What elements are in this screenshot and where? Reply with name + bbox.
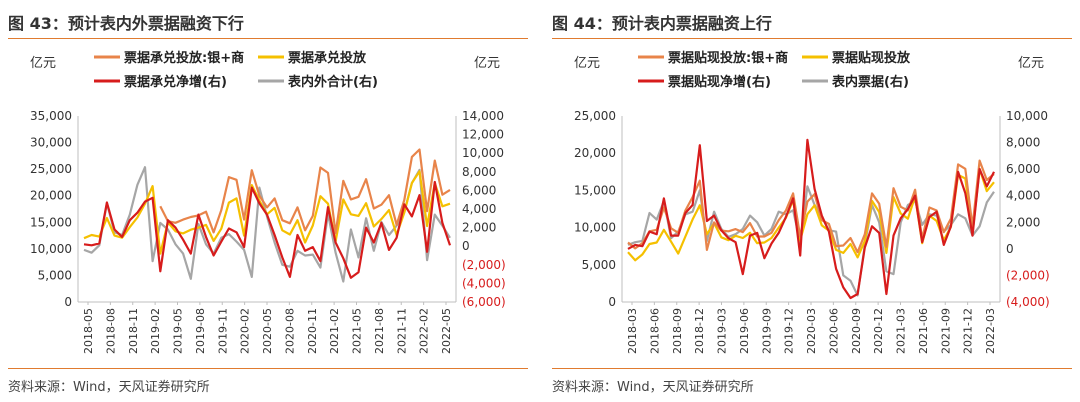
y-tick-left: 15,000 [30,215,72,229]
x-tick-label: 2021-09 [939,308,952,354]
legend-label: 票据承兑投放:银+商 [124,50,244,66]
chart-panel-43: 图 43：预计表内外票据融资下行 亿元 亿元 票据承兑投放:银+商 票据承兑投放票据承… [8,0,528,402]
y-axis-left-unit: 亿元 [30,56,56,71]
series-line [159,148,451,235]
legend-label: 表内外合计(右) [287,74,378,90]
series-line [627,167,995,262]
y-tick-right: 14,000 [462,109,504,123]
x-tick-label: 2018-09 [671,308,684,354]
x-tick-label: 2019-03 [716,308,729,354]
y-tick-right: 0 [462,239,470,253]
y-tick-left: 0 [64,295,72,309]
x-tick-label: 2018-05 [82,308,95,354]
x-tick-label: 2018-11 [127,308,140,354]
y-tick-right: (4,000) [462,276,506,290]
x-tick-label: 2018-03 [626,308,639,354]
chart-title: 图 43：预计表内外票据融资下行 [8,14,244,33]
y-tick-left: 0 [608,295,616,309]
series-line [83,166,451,283]
legend-label: 票据承兑投放 [288,50,367,66]
x-tick-label: 2019-05 [172,308,185,354]
x-tick-label: 2018-08 [104,308,117,354]
x-tick-label: 2019-06 [738,308,751,354]
y-tick-left: 20,000 [30,189,72,203]
y-tick-right: 6,000 [462,183,496,197]
y-tick-left: 20,000 [574,146,616,160]
top-rule [8,38,528,39]
x-tick-label: 2022-05 [440,308,453,354]
y-axis-left-unit: 亿元 [574,56,600,71]
x-tick-label: 2019-02 [149,308,162,354]
x-tick-label: 2019-09 [760,308,773,354]
y-tick-left: 5,000 [38,268,72,282]
series-line [627,138,995,300]
x-tick-label: 2020-05 [261,308,274,354]
y-tick-left: 25,000 [574,109,616,123]
y-tick-right: 10,000 [1006,109,1048,123]
x-tick-label: 2021-02 [328,308,341,354]
y-tick-right: 4,000 [462,202,496,216]
y-axis-right-unit: 亿元 [1018,56,1044,71]
y-tick-right: 6,000 [1006,162,1040,176]
x-tick-label: 2018-12 [693,308,706,354]
bottom-rule [8,368,528,369]
x-tick-label: 2019-11 [216,308,229,354]
x-tick-label: 2020-12 [872,308,885,354]
x-tick-label: 2021-03 [895,308,908,354]
x-tick-label: 2020-06 [827,308,840,354]
x-tick-label: 2020-11 [306,308,319,354]
x-tick-label: 2021-05 [351,308,364,354]
x-tick-label: 2020-08 [283,308,296,354]
x-tick-label: 2020-03 [805,308,818,354]
y-tick-right: (2,000) [1006,268,1050,282]
x-tick-label: 2020-02 [239,308,252,354]
source-note: 资料来源：Wind，天风证券研究所 [8,380,210,395]
legend-label: 表内票据(右) [831,74,909,90]
y-tick-left: 5,000 [582,258,616,272]
y-tick-left: 10,000 [30,242,72,256]
y-tick-right: (4,000) [1006,295,1050,309]
y-tick-right: 0 [1006,242,1014,256]
x-tick-label: 2020-09 [850,308,863,354]
legend-label: 票据贴现投放 [832,50,911,66]
x-tick-label: 2021-06 [917,308,930,354]
y-tick-right: 12,000 [462,128,504,142]
x-tick-label: 2022-03 [984,308,997,354]
chart-title: 图 44：预计表内票据融资上行 [552,14,772,33]
y-tick-right: (6,000) [462,295,506,309]
x-tick-label: 2021-11 [395,308,408,354]
series-line [83,180,452,279]
top-rule [552,38,1072,39]
x-tick-label: 2021-08 [373,308,386,354]
legend-label: 票据贴现投放:银+商 [668,50,788,66]
y-tick-left: 25,000 [30,162,72,176]
chart-panel-44: 图 44：预计表内票据融资上行 亿元 亿元 票据贴现投放:银+商 票据贴现投放票据贴现… [552,0,1072,402]
source-note: 资料来源：Wind，天风证券研究所 [552,380,754,395]
y-tick-right: 4,000 [1006,189,1040,203]
y-tick-left: 10,000 [574,221,616,235]
y-axis-right-unit: 亿元 [474,56,500,71]
x-tick-label: 2019-08 [194,308,207,354]
x-tick-label: 2019-12 [783,308,796,354]
bottom-rule [552,368,1072,369]
x-tick-label: 2021-12 [962,308,975,354]
x-tick-label: 2018-06 [648,308,661,354]
y-tick-left: 35,000 [30,109,72,123]
y-tick-right: 8,000 [1006,136,1040,150]
y-tick-right: 2,000 [1006,215,1040,229]
y-tick-right: 8,000 [462,165,496,179]
legend-label: 票据贴现净增(右) [668,74,771,90]
y-tick-right: 2,000 [462,221,496,235]
y-tick-left: 30,000 [30,136,72,150]
y-tick-right: (2,000) [462,258,506,272]
y-tick-left: 15,000 [574,183,616,197]
y-tick-right: 10,000 [462,146,504,160]
series-line [627,159,995,254]
x-tick-label: 2022-02 [418,308,431,354]
legend-label: 票据承兑净增(右) [124,74,227,90]
